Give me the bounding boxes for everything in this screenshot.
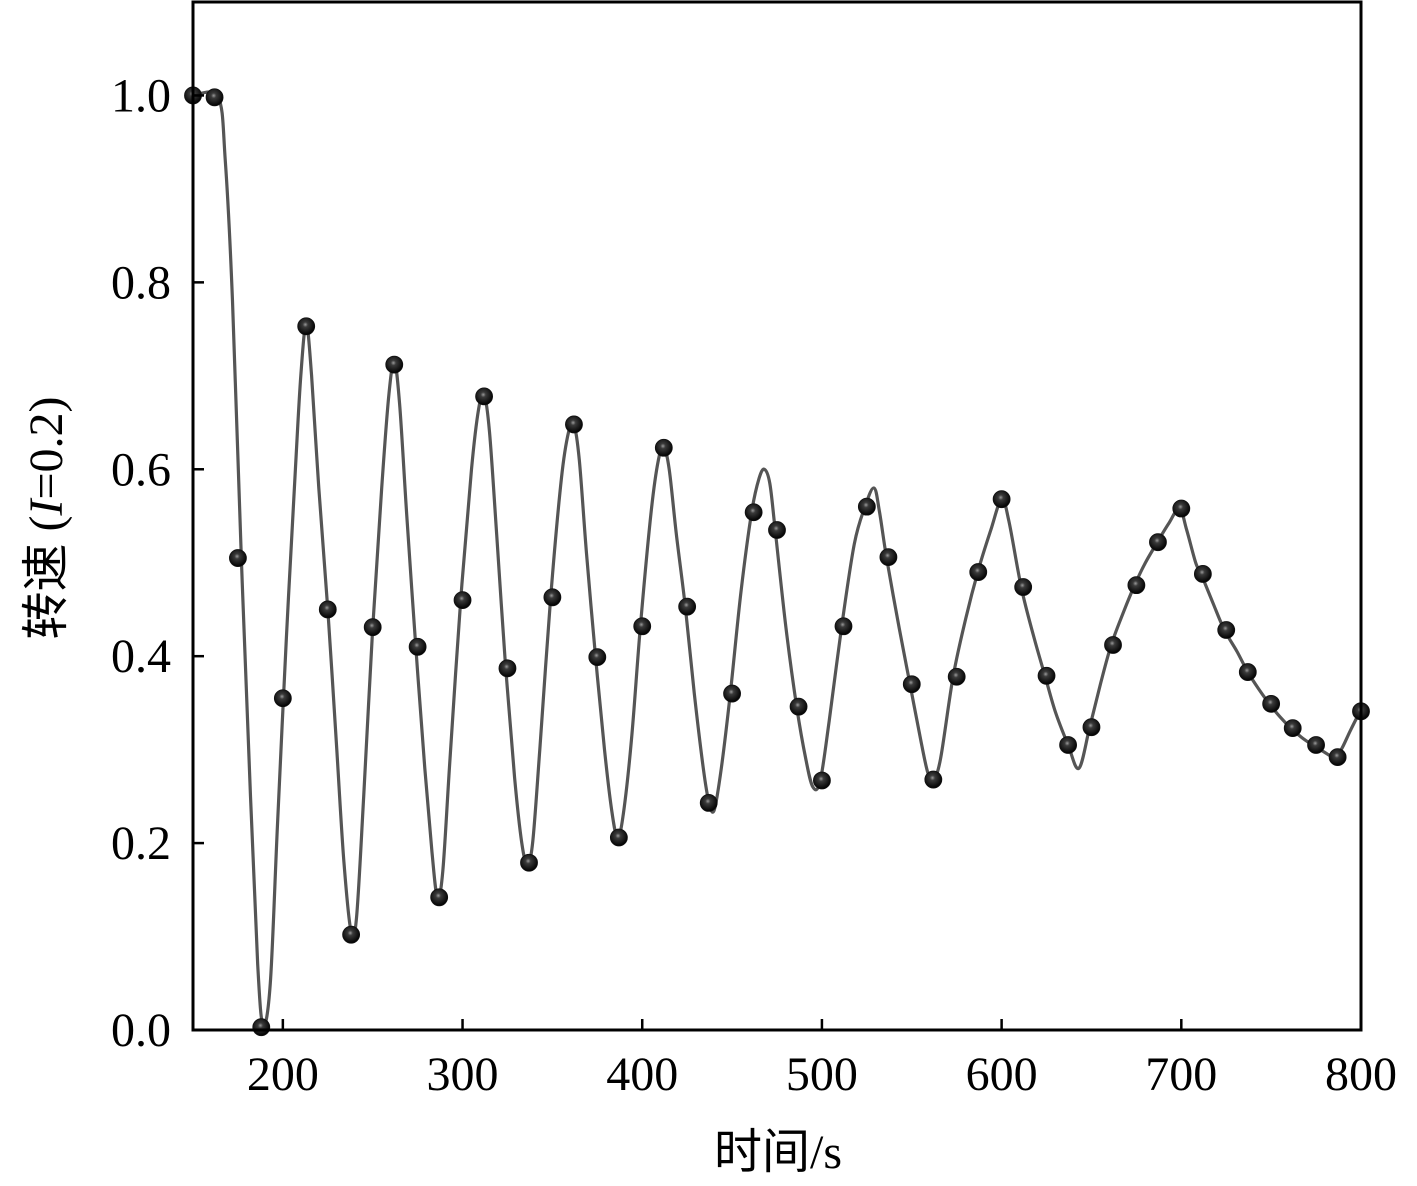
data-point	[1307, 736, 1325, 754]
y-axis-label: 转速 (I=0.2)	[20, 396, 73, 639]
x-axis: 200 300 400 500 600 700 800	[247, 1019, 1397, 1101]
data-point	[205, 88, 224, 107]
data-point	[1149, 533, 1167, 552]
data-point	[768, 521, 786, 539]
data-point	[744, 503, 763, 522]
data-point	[609, 828, 628, 847]
x-tick-label: 600	[966, 1048, 1038, 1101]
data-point	[342, 925, 361, 944]
y-axis-label-variable: I	[20, 498, 73, 517]
x-tick-label: 400	[606, 1048, 678, 1101]
data-point	[813, 771, 831, 790]
data-point	[723, 684, 741, 703]
plot-area	[184, 86, 1370, 1037]
data-point	[1104, 636, 1122, 654]
data-point	[1238, 663, 1257, 681]
data-point	[1172, 499, 1191, 518]
x-tick-label: 300	[427, 1048, 499, 1101]
data-point	[430, 888, 449, 907]
data-point	[273, 689, 292, 708]
data-point	[543, 588, 562, 607]
data-point	[1328, 748, 1347, 767]
data-point	[879, 548, 898, 567]
data-point	[947, 667, 966, 686]
data-point	[1014, 578, 1033, 596]
data-point	[924, 770, 943, 789]
data-point	[520, 853, 538, 872]
data-point	[252, 1018, 271, 1037]
data-point	[678, 597, 697, 616]
y-axis-label-prefix: 转速 (	[20, 516, 73, 640]
data-point	[699, 794, 718, 812]
data-point	[633, 617, 652, 636]
y-axis-label-suffix: =0.2)	[20, 396, 73, 499]
y-tick-label: 1.0	[111, 69, 171, 122]
data-point	[1059, 736, 1078, 754]
data-point	[385, 355, 404, 374]
data-point	[297, 317, 316, 336]
series-line	[192, 90, 1363, 1028]
data-point	[1037, 666, 1056, 685]
data-point	[834, 617, 853, 636]
data-point	[1082, 718, 1101, 737]
data-point	[1283, 719, 1302, 738]
data-point	[565, 415, 583, 434]
y-tick-label: 0.0	[111, 1004, 171, 1057]
data-point	[1217, 621, 1236, 639]
x-tick-label: 200	[247, 1048, 319, 1101]
data-point	[498, 659, 517, 678]
data-point	[408, 637, 427, 656]
plot-frame	[191, 0, 1363, 1032]
data-point	[475, 387, 494, 406]
data-point	[857, 497, 876, 516]
x-tick-label: 700	[1145, 1048, 1217, 1101]
data-point	[363, 618, 382, 637]
data-point	[654, 438, 673, 457]
data-point	[969, 563, 988, 581]
data-point	[1127, 576, 1146, 595]
x-tick-label: 500	[786, 1048, 858, 1101]
y-tick-label: 0.2	[111, 817, 171, 870]
data-point	[992, 490, 1011, 509]
data-point	[789, 697, 808, 716]
y-axis: 0.0 0.2 0.4 0.6 0.8 1.0	[111, 69, 204, 1057]
x-axis-label: 时间/s	[714, 1126, 842, 1179]
data-point	[318, 600, 337, 619]
data-point	[229, 549, 247, 567]
data-point	[588, 648, 607, 667]
y-tick-label: 0.8	[111, 256, 171, 309]
data-point	[1193, 565, 1212, 583]
x-tick-label: 800	[1325, 1048, 1397, 1101]
data-point	[453, 591, 472, 610]
y-tick-label: 0.4	[111, 630, 171, 683]
data-point	[1262, 694, 1281, 713]
y-tick-label: 0.6	[111, 443, 171, 496]
data-point	[902, 675, 921, 694]
